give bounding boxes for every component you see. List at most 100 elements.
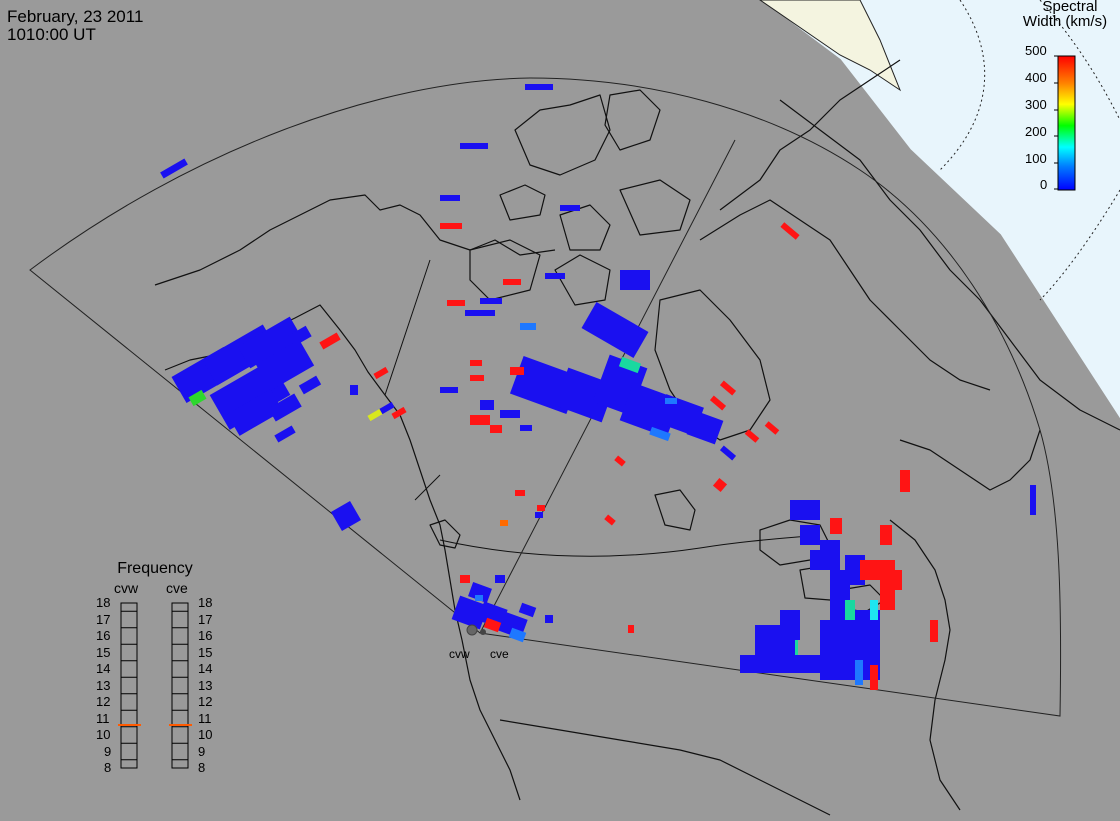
echo-cell [483,617,502,633]
frequency-scale-label: 9 [104,743,112,759]
echo-cell [845,600,855,620]
echo-cell [391,406,407,420]
echo-cell [470,375,484,381]
echo-cell [518,602,537,618]
echo-cell [451,595,489,630]
echo-cell [800,525,820,545]
echo-cell [880,590,895,610]
colorbar-tick: 0 [1040,177,1048,192]
echo-cell [744,429,760,443]
radar-site-cve [480,629,486,635]
echo-cell [860,560,880,580]
frequency-scale-label: 9 [198,743,206,759]
echo-cell [545,273,565,279]
echo-cell [764,421,780,435]
colorbar-tick: 400 [1025,70,1047,85]
echo-cell [880,525,892,545]
echo-cell [780,610,800,640]
echo-cell [790,500,820,520]
radar-label-cvw: cvw [449,647,470,661]
echo-cell [500,410,520,418]
echo-cell [503,279,521,285]
echo-cell [255,339,315,391]
frequency-scale-label: 10 [198,727,213,742]
frequency-scale-label: 14 [198,661,213,676]
terminator-edge [759,0,1120,421]
echo-cell [820,540,840,570]
echo-cell [618,356,642,374]
echo-cell [560,205,580,211]
frequency-scale-label: 12 [96,694,111,709]
colorbar-tick: 200 [1025,124,1047,139]
echo-cell [477,601,508,629]
frequency-scale-label: 8 [104,760,112,775]
frequency-scales [120,602,189,769]
echo-cell [1030,485,1036,515]
echo-cell [475,595,483,601]
echo-cell [465,310,495,316]
echo-cell [298,375,322,395]
echo-cells [160,84,1036,690]
frequency-scale-label: 10 [96,727,111,742]
echo-cell [480,400,494,410]
echo-cell [900,470,910,492]
frequency-scale-label: 17 [96,611,111,627]
radar-label-cve: cve [490,647,509,661]
echo-cell [830,518,842,534]
echo-cell [490,425,502,433]
echo-cell [468,582,492,603]
colorbar-tick: 100 [1025,151,1047,166]
echo-cell [188,389,207,407]
echo-cell [855,660,863,685]
echo-cell [379,401,395,415]
echo-cell [470,415,490,425]
echo-cell [870,600,878,620]
frequency-scale-label: 18 [198,595,213,610]
echo-cell [545,615,553,623]
colorbar-title-line2: Width (km/s) [1022,13,1108,30]
frequency-scale-label: 13 [96,677,111,693]
frequency-scale-label: 12 [198,694,213,709]
frequency-scale-label: 11 [198,710,212,726]
echo-cell [719,380,737,396]
frequency-scale-label: 13 [198,677,213,693]
colorbar-tick: 300 [1025,97,1047,112]
echo-cell [510,367,524,375]
echo-cell [480,298,502,304]
frequency-radar-cve: cve [166,580,188,596]
frequency-scale-label: 15 [198,644,213,660]
echo-cell [330,500,362,532]
echo-cell [620,270,650,290]
political-boundaries [384,259,821,557]
echo-cell [515,490,525,496]
echo-cell [274,425,296,443]
frequency-scale-label: 14 [96,661,111,676]
radar-site-cvw [466,624,478,636]
echo-cell [288,325,312,347]
echo-cell [495,575,505,583]
echo-cell [930,620,938,642]
echo-cell [665,398,677,404]
echo-cell [237,316,303,369]
echo-cell [740,655,840,673]
latitude-circle-dotted [1039,0,1120,121]
echo-cell [537,505,545,511]
echo-cell [649,426,671,442]
latitude-circle-dotted [939,0,986,171]
echo-cell [520,425,532,431]
echo-cell [719,445,737,461]
echo-cell [628,625,634,633]
echo-cell [470,360,482,366]
time-label: 1010:00 UT [7,25,96,44]
colorbar-title-line1: Spectral [1042,0,1098,15]
echo-cell [500,520,508,526]
echo-cell [520,323,536,330]
frequency-scale-label: 18 [96,595,111,610]
echo-cell [440,387,458,393]
echo-cell [460,143,488,149]
latitude-circle-dotted [1039,189,1120,301]
frequency-scale-label: 15 [96,644,111,660]
echo-cell [319,332,341,350]
echo-cell [440,195,460,201]
